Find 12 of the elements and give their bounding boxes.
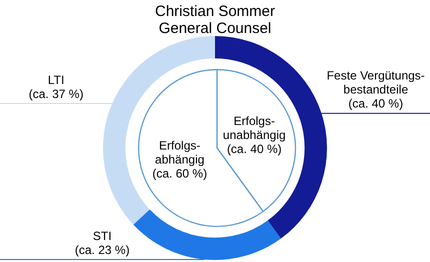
data-label: (ca. 60 %) bbox=[152, 166, 208, 180]
data-label: (ca. 23 %) bbox=[74, 242, 130, 257]
slice-label: Feste Vergütungs- bestandteile bbox=[326, 68, 425, 97]
slice-label: Erfolgs- abhängig bbox=[155, 138, 204, 166]
data-label: (ca. 37 %) bbox=[28, 86, 84, 101]
data-label: (ca. 40 %) bbox=[226, 142, 282, 156]
chart-subtitle: General Counsel bbox=[158, 20, 272, 37]
slice-label: STI bbox=[92, 228, 112, 243]
slice-label: LTI bbox=[48, 72, 64, 87]
chart-title: Christian Sommer bbox=[154, 3, 276, 20]
slice-label: Erfolgs- unabhängig bbox=[222, 114, 286, 142]
data-label: (ca. 40 %) bbox=[348, 96, 404, 111]
